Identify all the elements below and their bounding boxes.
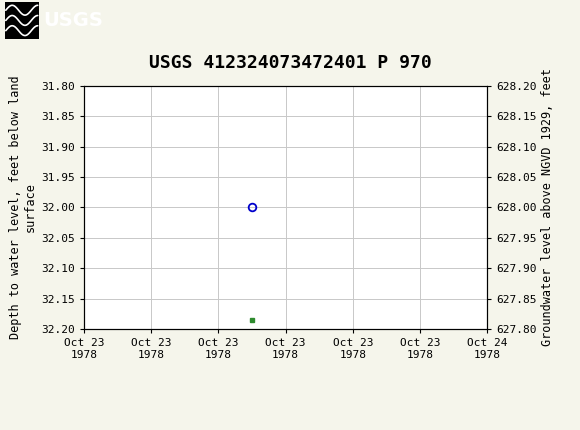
Y-axis label: Groundwater level above NGVD 1929, feet: Groundwater level above NGVD 1929, feet (541, 68, 554, 347)
Text: USGS 412324073472401 P 970: USGS 412324073472401 P 970 (148, 54, 432, 72)
Text: USGS: USGS (44, 11, 103, 30)
Bar (5, 2, 39, 39)
Legend: Period of approved data: Period of approved data (182, 427, 390, 430)
Y-axis label: Depth to water level, feet below land
surface: Depth to water level, feet below land su… (9, 76, 37, 339)
